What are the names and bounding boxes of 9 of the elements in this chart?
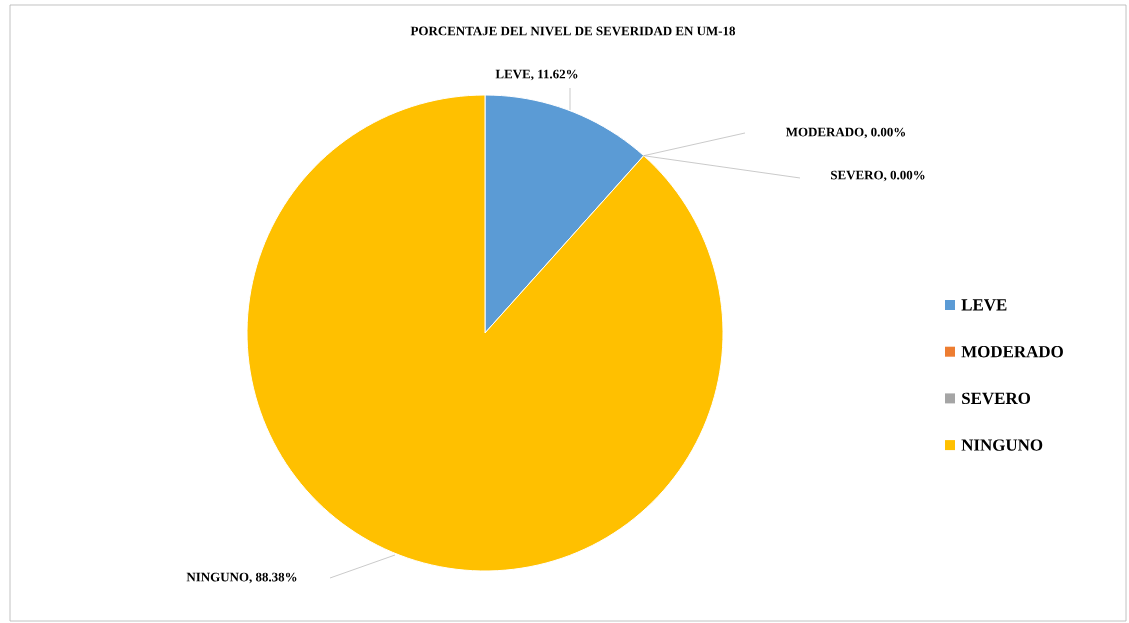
data-label: NINGUNO, 88.38% [186, 572, 297, 584]
legend-label: LEVE [961, 299, 1007, 311]
legend-label: MODERADO [961, 346, 1063, 358]
text: MODERADO, 0.00% [785, 127, 906, 139]
legend-label: SEVERO [962, 392, 1031, 405]
data-label: LEVE, 11.62% [495, 69, 578, 81]
legend-label: NINGUNO [961, 439, 1043, 451]
text: SEVERO, 0.00% [831, 170, 925, 182]
chart-title: PORCENTAJE DEL NIVEL DE SEVERIDAD EN UM-18 [410, 26, 736, 36]
